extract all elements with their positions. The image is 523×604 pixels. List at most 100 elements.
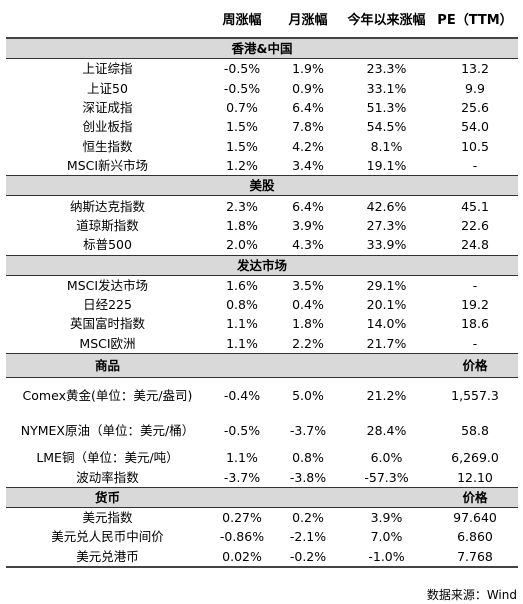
- row-name: MSCI欧洲: [79, 335, 136, 351]
- row-name: 美元兑人民币中间价: [51, 529, 164, 545]
- table-row: 美元兑人民币中间价 -0.86% -2.1% 7.0% 6.860: [6, 527, 518, 546]
- section-value-header: 价格: [432, 486, 518, 508]
- row-value: 25.6: [461, 99, 489, 115]
- row-monthly: -3.7%: [289, 423, 327, 439]
- row-name: 英国富时指数: [69, 316, 145, 332]
- row-value: 22.6: [461, 217, 489, 233]
- row-weekly: -0.4%: [223, 388, 261, 404]
- row-value: -: [472, 277, 478, 293]
- table-row: 标普500 2.0% 4.3% 33.9% 24.8: [6, 235, 518, 255]
- row-value: 19.2: [461, 297, 489, 313]
- table-row: MSCI新兴市场 1.2% 3.4% 19.1% -: [6, 156, 518, 176]
- row-weekly: 1.1%: [226, 335, 258, 351]
- row-weekly: 0.27%: [222, 510, 262, 526]
- table-row: 英国富时指数 1.1% 1.8% 14.0% 18.6: [6, 314, 518, 333]
- row-monthly: 3.9%: [292, 217, 324, 233]
- row-name: Comex黄金(单位：美元/盎司): [22, 388, 193, 404]
- table-row: 波动率指数 -3.7% -3.8% -57.3% 12.10: [6, 467, 518, 487]
- row-monthly: 5.0%: [292, 388, 324, 404]
- row-monthly: 3.4%: [292, 158, 324, 174]
- row-name: 美元兑港币: [6, 546, 209, 569]
- row-name: 道琼斯指数: [76, 217, 139, 233]
- row-monthly: 0.2%: [292, 510, 324, 526]
- section-title: 货币: [6, 486, 209, 508]
- row-weekly: 1.5%: [226, 119, 258, 135]
- row-value: 45.1: [461, 198, 489, 214]
- row-value: 10.5: [461, 138, 489, 154]
- row-ytd: -57.3%: [364, 469, 409, 485]
- section-title: 发达市场: [6, 254, 518, 276]
- row-value: 18.6: [461, 316, 489, 332]
- row-monthly: -3.8%: [289, 469, 327, 485]
- table-row: 日经225 0.8% 0.4% 20.1% 19.2: [6, 295, 518, 314]
- row-value: 58.8: [461, 423, 489, 439]
- section-title: 香港&中国: [6, 37, 518, 59]
- row-name: 美元指数: [82, 510, 133, 526]
- row-ytd: 42.6%: [366, 198, 407, 214]
- table-row: 美元兑港币 0.02% -0.2% -1.0% 7.768: [6, 546, 518, 569]
- row-monthly: 1.9%: [292, 61, 324, 77]
- header-pe: PE（TTM）: [432, 4, 518, 39]
- row-monthly: 4.2%: [292, 138, 324, 154]
- header-ytd: 今年以来涨幅: [341, 4, 432, 39]
- row-weekly: -0.86%: [219, 529, 265, 545]
- table-row: 纳斯达克指数 2.3% 6.4% 42.6% 45.1: [6, 196, 518, 216]
- row-ytd: 23.3%: [366, 61, 407, 77]
- row-monthly: 3.5%: [292, 277, 324, 293]
- header-row: 周涨幅 月涨幅 今年以来涨幅 PE（TTM）: [6, 4, 518, 39]
- row-value: 13.2: [461, 61, 489, 77]
- row-monthly: -0.2%: [275, 546, 341, 569]
- section-header: 货币 价格: [6, 486, 518, 508]
- table-row: 创业板指 1.5% 7.8% 54.5% 54.0: [6, 117, 518, 136]
- row-name: 纳斯达克指数: [69, 198, 145, 214]
- row-name: MSCI发达市场: [66, 277, 149, 293]
- section-header: 美股: [6, 175, 518, 197]
- row-weekly: -0.5%: [223, 61, 261, 77]
- row-ytd: 19.1%: [366, 158, 407, 174]
- row-name: 标普500: [83, 237, 132, 253]
- row-weekly: 0.02%: [209, 546, 275, 569]
- row-value: 24.8: [461, 237, 489, 253]
- row-weekly: 2.0%: [226, 237, 258, 253]
- row-monthly: 0.8%: [292, 450, 324, 466]
- row-weekly: 1.2%: [226, 158, 258, 174]
- row-value: 12.10: [457, 469, 493, 485]
- table-row: MSCI欧洲 1.1% 2.2% 21.7% -: [6, 334, 518, 354]
- row-value: 9.9: [465, 80, 485, 96]
- row-weekly: -3.7%: [223, 469, 261, 485]
- row-ytd: 21.2%: [366, 388, 407, 404]
- row-weekly: 1.6%: [226, 277, 258, 293]
- row-monthly: 0.9%: [292, 80, 324, 96]
- row-name: 波动率指数: [76, 469, 139, 485]
- row-name: 上证综指: [82, 61, 133, 77]
- row-weekly: -0.5%: [223, 80, 261, 96]
- row-ytd: 33.9%: [366, 237, 407, 253]
- table-row: MSCI发达市场 1.6% 3.5% 29.1% -: [6, 275, 518, 295]
- row-weekly: 1.8%: [226, 217, 258, 233]
- row-name: 创业板指: [82, 119, 133, 135]
- section-header: 发达市场: [6, 254, 518, 276]
- row-monthly: 0.4%: [292, 297, 324, 313]
- row-value: 6,269.0: [451, 450, 499, 466]
- row-name: 日经225: [83, 297, 132, 313]
- data-source: 数据来源：Wind: [426, 588, 517, 602]
- header-blank: [6, 4, 209, 39]
- row-monthly: 6.4%: [292, 198, 324, 214]
- row-monthly: 2.2%: [292, 335, 324, 351]
- row-value: 54.0: [461, 119, 489, 135]
- table-row: 上证综指 -0.5% 1.9% 23.3% 13.2: [6, 59, 518, 79]
- table-row: 深证成指 0.7% 6.4% 51.3% 25.6: [6, 98, 518, 117]
- row-value: 1,557.3: [451, 388, 499, 404]
- row-weekly: 1.5%: [226, 138, 258, 154]
- row-weekly: 0.7%: [226, 99, 258, 115]
- table-row: 上证50 -0.5% 0.9% 33.1% 9.9: [6, 78, 518, 97]
- section-value-header: 价格: [432, 353, 518, 379]
- row-ytd: -1.0%: [341, 546, 432, 569]
- row-ytd: 14.0%: [366, 316, 407, 332]
- row-value: 6.860: [457, 529, 493, 545]
- row-ytd: 54.5%: [366, 119, 407, 135]
- row-ytd: 6.0%: [370, 450, 403, 466]
- row-name: 深证成指: [82, 99, 133, 115]
- row-ytd: 33.1%: [366, 80, 407, 96]
- row-ytd: 28.4%: [366, 423, 407, 439]
